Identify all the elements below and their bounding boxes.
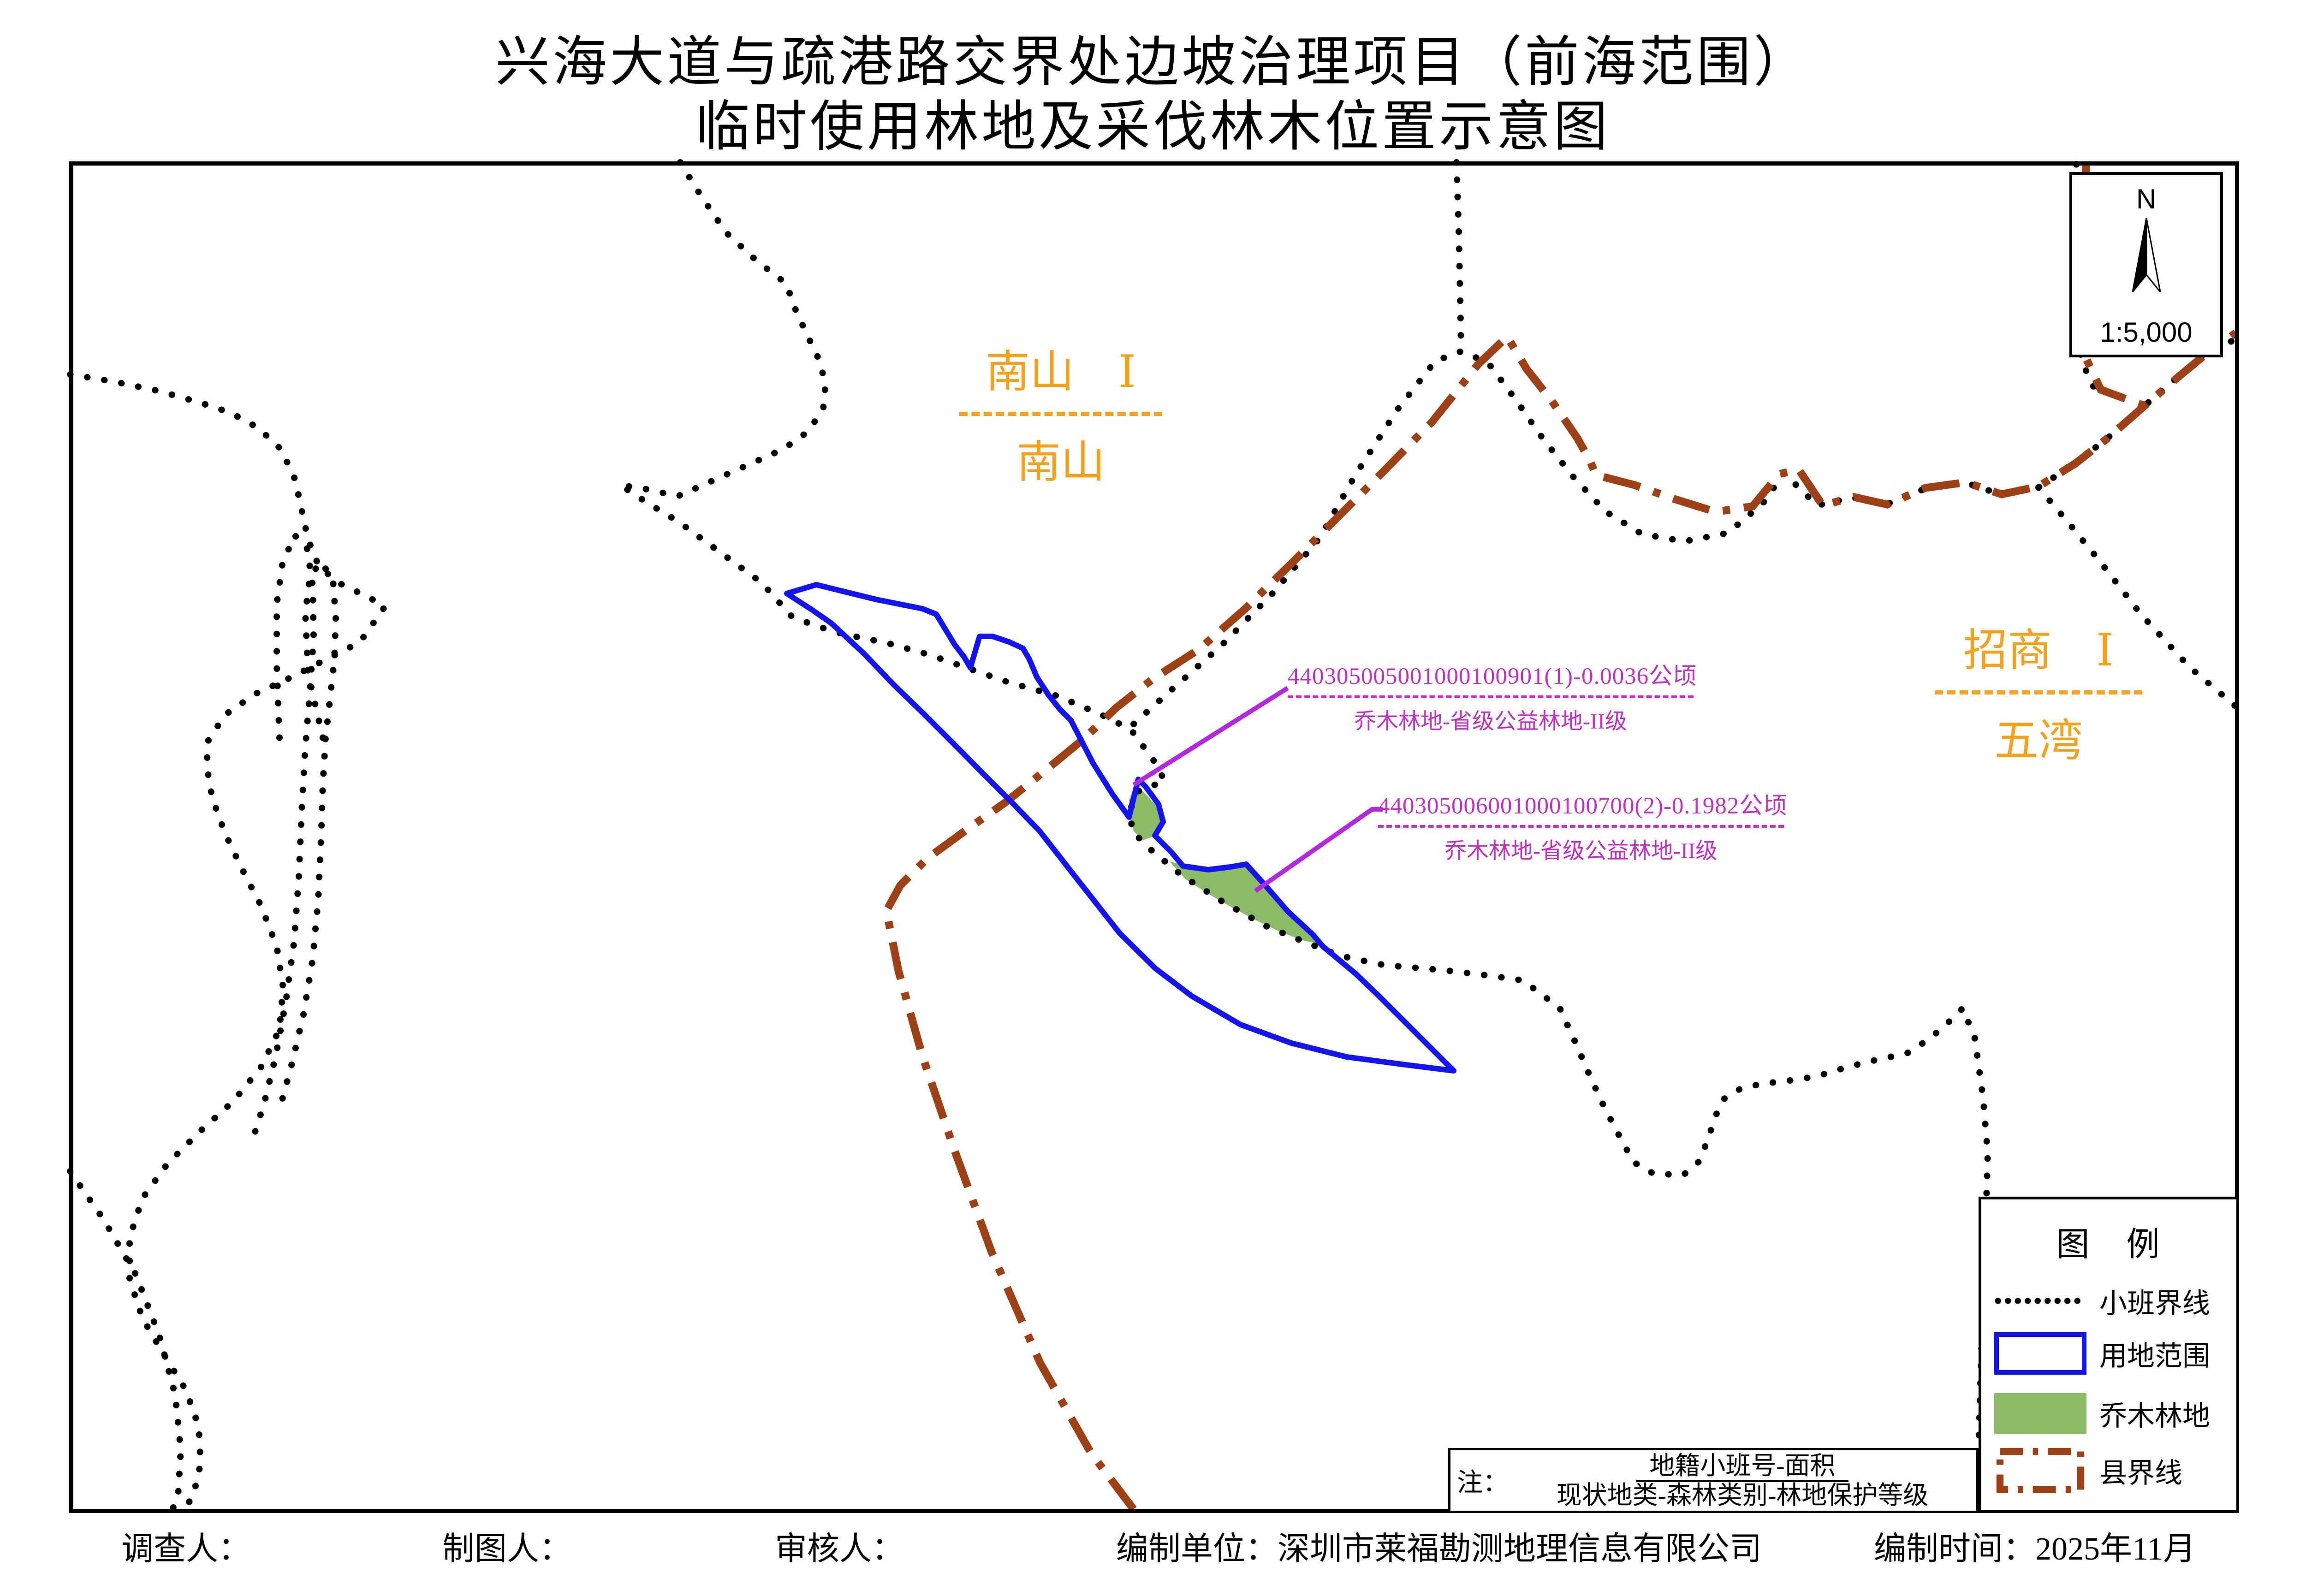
region-label-zhaoshang: 招商 Ⅰ 五湾: [1935, 614, 2142, 769]
region-label-top: 南山 Ⅰ: [959, 336, 1162, 416]
legend-item-label: 小班界线: [2099, 1288, 2210, 1319]
north-arrow-icon: [2132, 218, 2161, 292]
scale-text: 1:5,000: [2100, 317, 2193, 348]
legend-item-forest: 乔木林地: [1994, 1393, 2210, 1434]
dotted-line-icon: [1995, 1298, 2086, 1304]
region-label-bottom: 南山: [1016, 438, 1105, 487]
region-label-nanshan: 南山 Ⅰ 南山: [959, 336, 1162, 490]
legend-item-county: 县界线: [1994, 1448, 2182, 1494]
legend-item-label: 县界线: [2099, 1458, 2182, 1489]
map-border-frame: [69, 161, 2239, 1513]
legend-title: 图 例: [2056, 1226, 2162, 1263]
legend-item-label: 用地范围: [2099, 1341, 2210, 1371]
note-denominator: 现状地类-森林类别-林地保护等级: [1556, 1481, 1929, 1509]
legend-item-landuse: 用地范围: [1994, 1332, 2210, 1375]
footer-reviewer: 审核人：: [775, 1531, 904, 1567]
forest-swatch-icon: [1994, 1393, 2086, 1434]
region-label-bottom: 五湾: [1994, 716, 2083, 765]
annotation-parcel-id: 440305006001000100700(2)-0.1982公顷: [1378, 786, 1787, 828]
footer-date: 编制时间：2025年11月: [1874, 1531, 2196, 1567]
annotation-parcel-class: 乔木林地-省级公益林地-II级: [1354, 709, 1627, 734]
forest-patches: [1129, 784, 1321, 944]
map-title-line2: 临时使用林地及采伐林木位置示意图: [695, 97, 1611, 157]
north-scale-box: N 1:5,000: [2069, 172, 2223, 357]
footer-surveyor: 调查人：: [121, 1531, 250, 1567]
map-title-line1: 兴海大道与疏港路交界处边坡治理项目（前海范围）: [495, 32, 1811, 93]
region-label-top: 招商 Ⅰ: [1935, 614, 2142, 694]
footer-unit: 编制单位：深圳市莱福勘测地理信息有限公司: [1116, 1531, 1762, 1567]
legend-item-subcompartment: 小班界线: [1994, 1278, 2210, 1324]
legend-item-label: 乔木林地: [2099, 1400, 2210, 1431]
county-line-swatch-icon: [1996, 1448, 2085, 1494]
annotation-parcel-id: 440305005001000100901(1)-0.0036公顷: [1288, 657, 1696, 698]
north-letter: N: [2136, 184, 2157, 214]
note-fraction: 地籍小班号-面积 现状地类-森林类别-林地保护等级: [1509, 1453, 1976, 1509]
annotation-parcel-2: 440305006001000100700(2)-0.1982公顷 乔木林地-省…: [1378, 786, 1787, 865]
annotation-parcel-class: 乔木林地-省级公益林地-II级: [1444, 839, 1718, 863]
annotation-parcel-1: 440305005001000100901(1)-0.0036公顷 乔木林地-省…: [1288, 657, 1696, 735]
landuse-swatch-icon: [1994, 1332, 2086, 1375]
footer-drafter: 制图人：: [442, 1531, 571, 1567]
note-box: 注： 地籍小班号-面积 现状地类-森林类别-林地保护等级: [1448, 1448, 1979, 1513]
note-prefix: 注：: [1457, 1469, 1509, 1497]
landuse-polygon: [784, 582, 1456, 1074]
legend: 图 例 小班界线 用地范围 乔木林地 县界线: [1979, 1197, 2239, 1513]
county-boundary-line: [882, 163, 2238, 1512]
annotation-leader-lines: [1132, 686, 1383, 893]
note-numerator: 地籍小班号-面积: [1636, 1453, 1848, 1482]
